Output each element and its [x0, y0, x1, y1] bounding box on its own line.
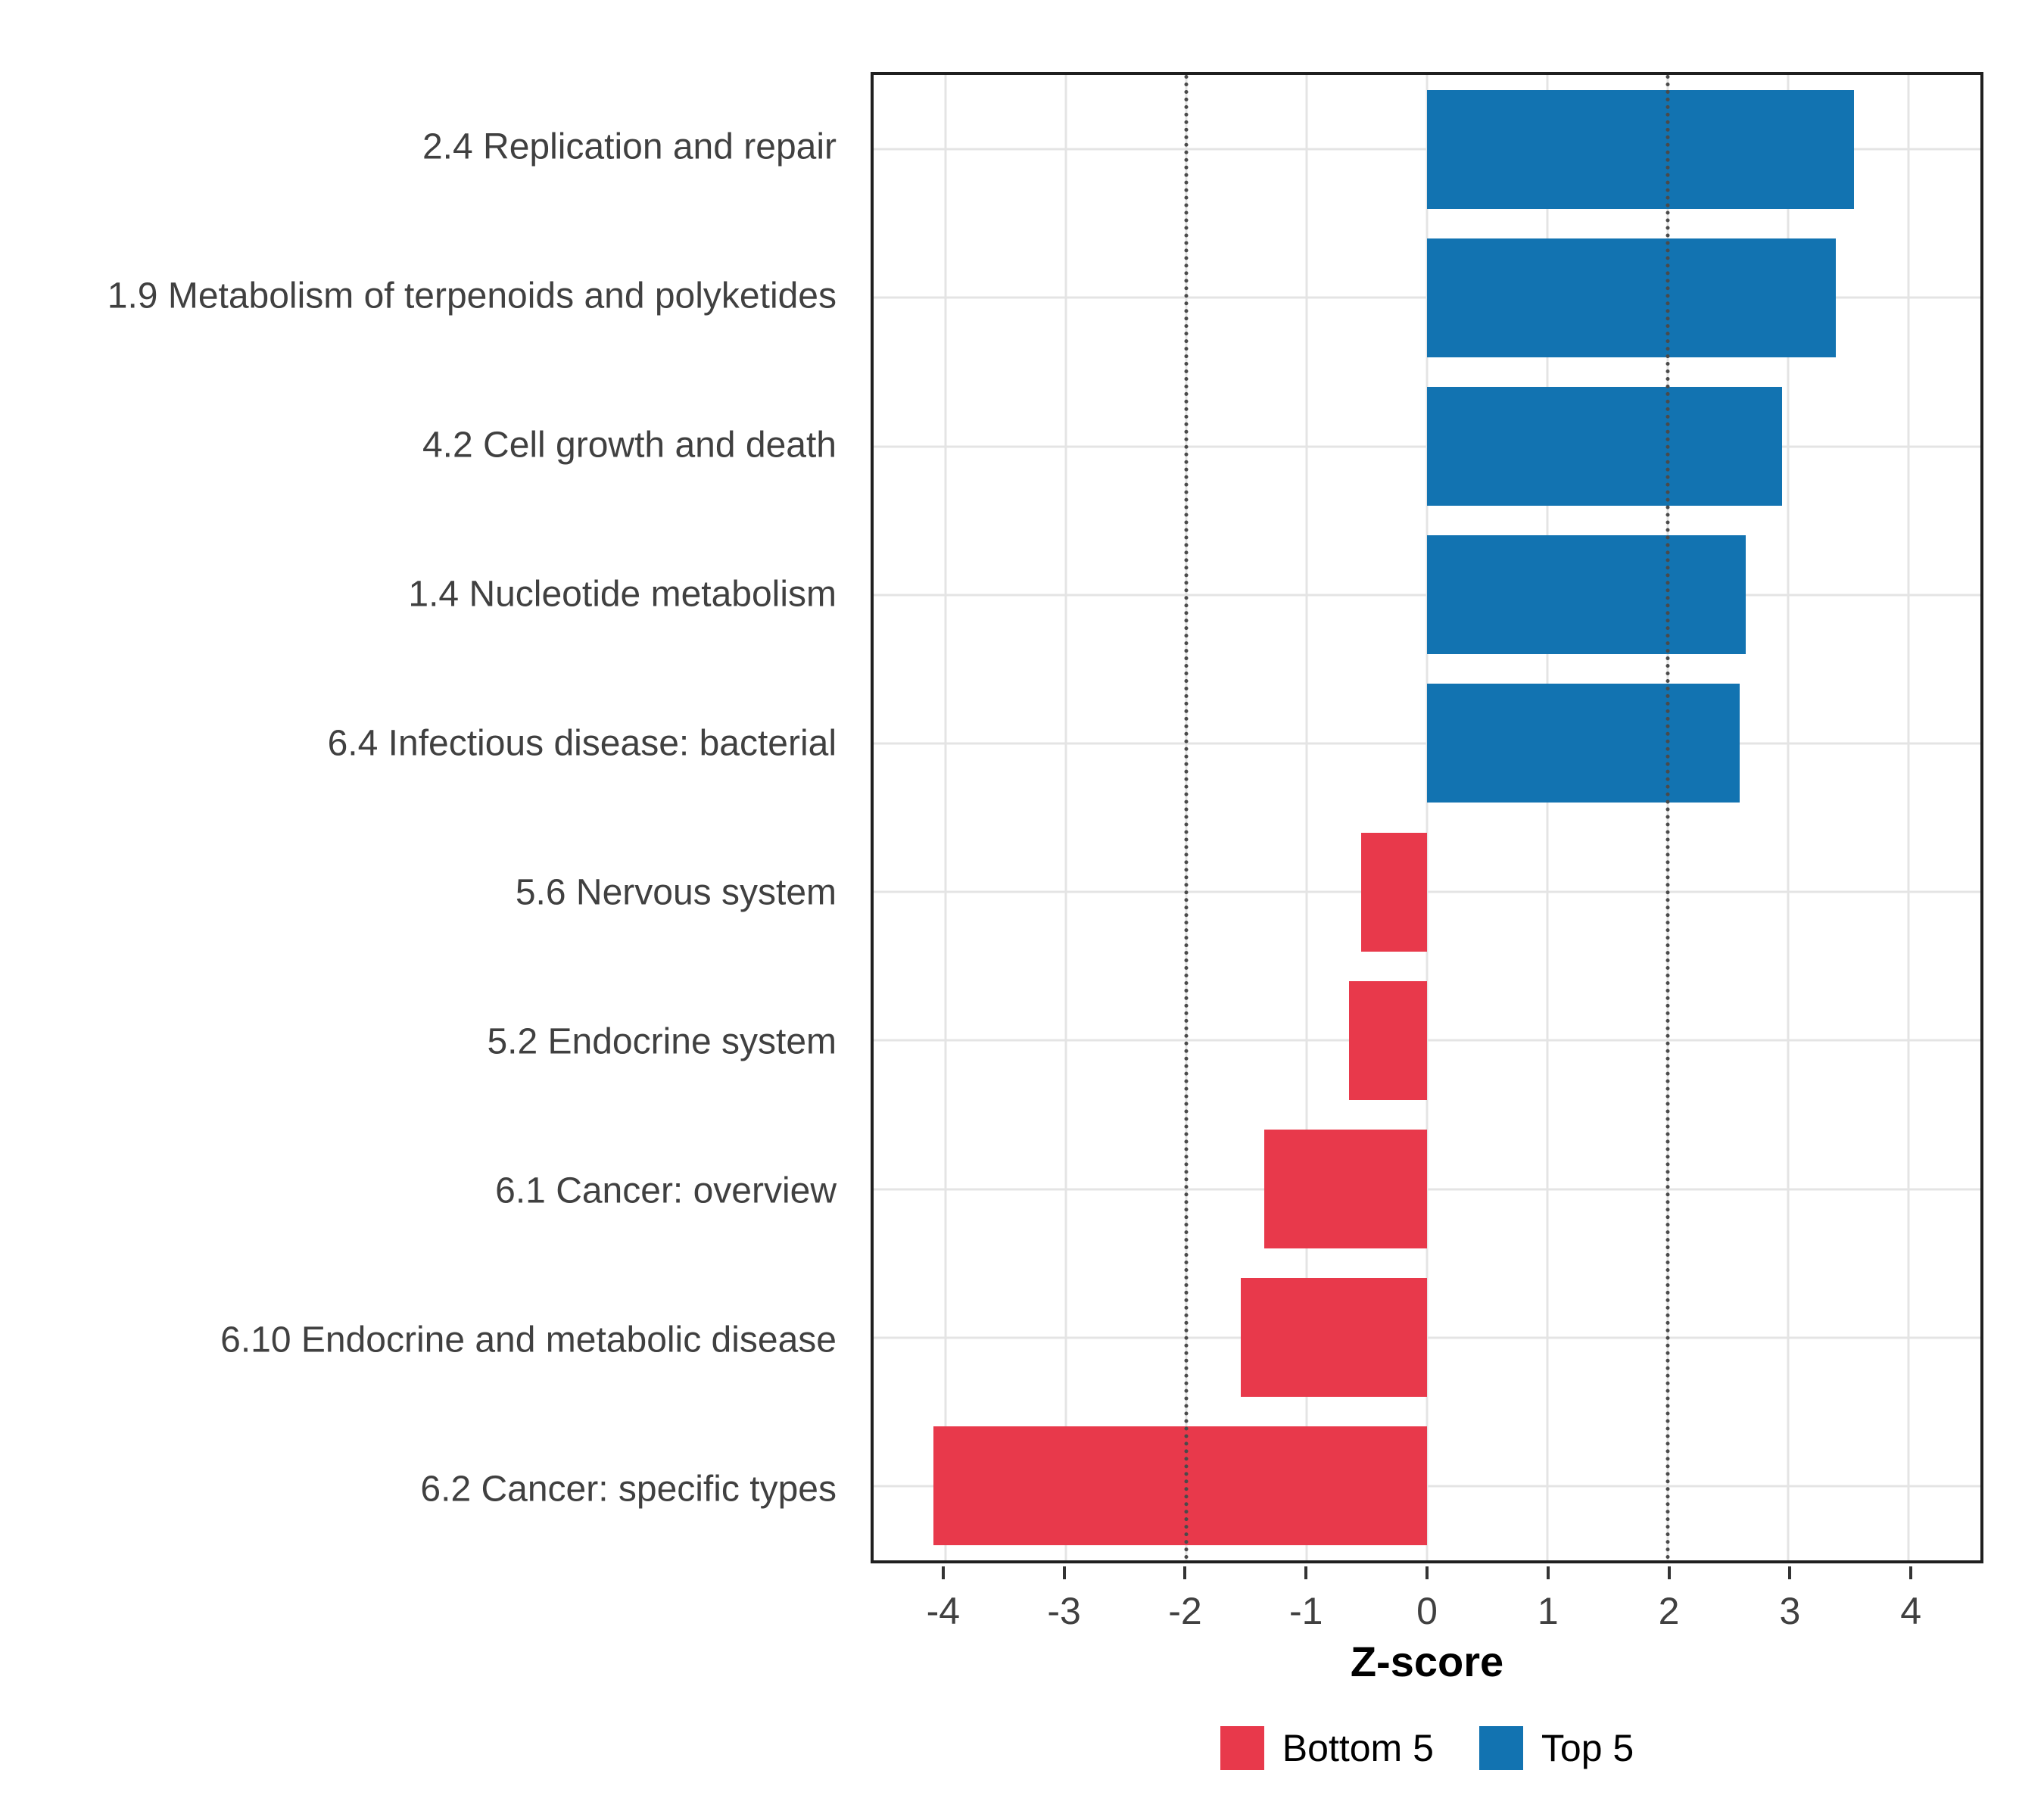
gridline-x--3	[1064, 75, 1067, 1560]
tick-label-4: 4	[1900, 1590, 1922, 1632]
gridline-y-7	[874, 1188, 1980, 1190]
bar-0	[1427, 89, 1855, 209]
tick-mark--1	[1304, 1566, 1308, 1579]
legend-label-top5: Top 5	[1541, 1727, 1634, 1769]
reference-line--2	[1184, 75, 1189, 1560]
category-label-6: 5.2 Endocrine system	[487, 1021, 837, 1061]
tick-label-1: 1	[1537, 1590, 1559, 1632]
category-label-7: 6.1 Cancer: overview	[495, 1170, 837, 1211]
legend-swatch-top5	[1478, 1726, 1523, 1770]
gridline-x-1	[1546, 75, 1549, 1560]
tick-mark--3	[1062, 1566, 1066, 1579]
category-label-4: 6.4 Infectious disease: bacterial	[327, 723, 837, 763]
gridline-y-9	[874, 1485, 1980, 1488]
category-label-3: 1.4 Nucleotide metabolism	[408, 574, 837, 614]
category-label-5: 5.6 Nervous system	[515, 872, 837, 912]
bar-7	[1264, 1130, 1427, 1248]
tick-label-2: 2	[1658, 1590, 1680, 1632]
legend-label-bottom5: Bottom 5	[1282, 1727, 1434, 1769]
gridline-x--1	[1305, 75, 1308, 1560]
tick-label--2: -2	[1168, 1590, 1202, 1632]
tick-mark--2	[1183, 1566, 1187, 1579]
bar-6	[1348, 980, 1427, 1100]
legend: Bottom 5 Top 5	[871, 1726, 1983, 1770]
bar-3	[1427, 535, 1746, 655]
tick-mark-3	[1788, 1566, 1792, 1579]
gridline-y-6	[874, 1039, 1980, 1042]
category-label-0: 2.4 Replication and repair	[422, 126, 837, 167]
tick-mark--4	[941, 1566, 945, 1579]
reference-line-2	[1665, 75, 1670, 1560]
tick-mark-4	[1909, 1566, 1913, 1579]
gridline-x-0	[1426, 75, 1429, 1560]
gridline-x-4	[1907, 75, 1910, 1560]
tick-label--4: -4	[926, 1590, 961, 1632]
bar-4	[1427, 684, 1740, 803]
legend-item-bottom5: Bottom 5	[1220, 1726, 1434, 1770]
bar-8	[1240, 1278, 1427, 1398]
bar-9	[933, 1426, 1427, 1546]
gridline-y-5	[874, 890, 1980, 893]
plot-panel	[871, 72, 1983, 1563]
legend-swatch-bottom5	[1220, 1726, 1264, 1770]
x-axis: -4 -3 -2 -1 0 1 2 3 4	[871, 1566, 1983, 1657]
tick-mark-1	[1546, 1566, 1550, 1579]
category-label-8: 6.10 Endocrine and metabolic disease	[220, 1320, 837, 1360]
legend-item-top5: Top 5	[1478, 1726, 1634, 1770]
tick-mark-0	[1426, 1566, 1429, 1579]
bar-5	[1360, 832, 1427, 952]
tick-label-0: 0	[1416, 1590, 1438, 1632]
gridline-y-8	[874, 1336, 1980, 1339]
x-axis-title: Z-score	[1350, 1638, 1504, 1685]
tick-label-3: 3	[1779, 1590, 1801, 1632]
tick-mark-2	[1667, 1566, 1671, 1579]
tick-label--3: -3	[1047, 1590, 1081, 1632]
category-label-9: 6.2 Cancer: specific types	[420, 1469, 837, 1509]
bar-1	[1427, 238, 1837, 357]
y-axis-labels: 2.4 Replication and repair 1.9 Metabolism…	[0, 72, 837, 1563]
gridline-x--4	[944, 75, 947, 1560]
category-label-1: 1.9 Metabolism of terpenoids and polyket…	[107, 276, 837, 316]
bar-2	[1427, 387, 1782, 506]
gridline-x-3	[1787, 75, 1790, 1560]
category-label-2: 4.2 Cell growth and death	[422, 425, 837, 465]
tick-label--1: -1	[1288, 1590, 1323, 1632]
